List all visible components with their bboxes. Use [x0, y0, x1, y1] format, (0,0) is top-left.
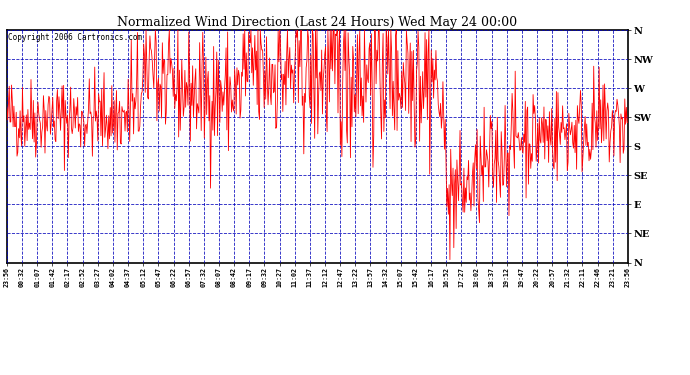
- Text: Copyright 2006 Cartronics.com: Copyright 2006 Cartronics.com: [8, 33, 142, 42]
- Title: Normalized Wind Direction (Last 24 Hours) Wed May 24 00:00: Normalized Wind Direction (Last 24 Hours…: [117, 16, 518, 29]
